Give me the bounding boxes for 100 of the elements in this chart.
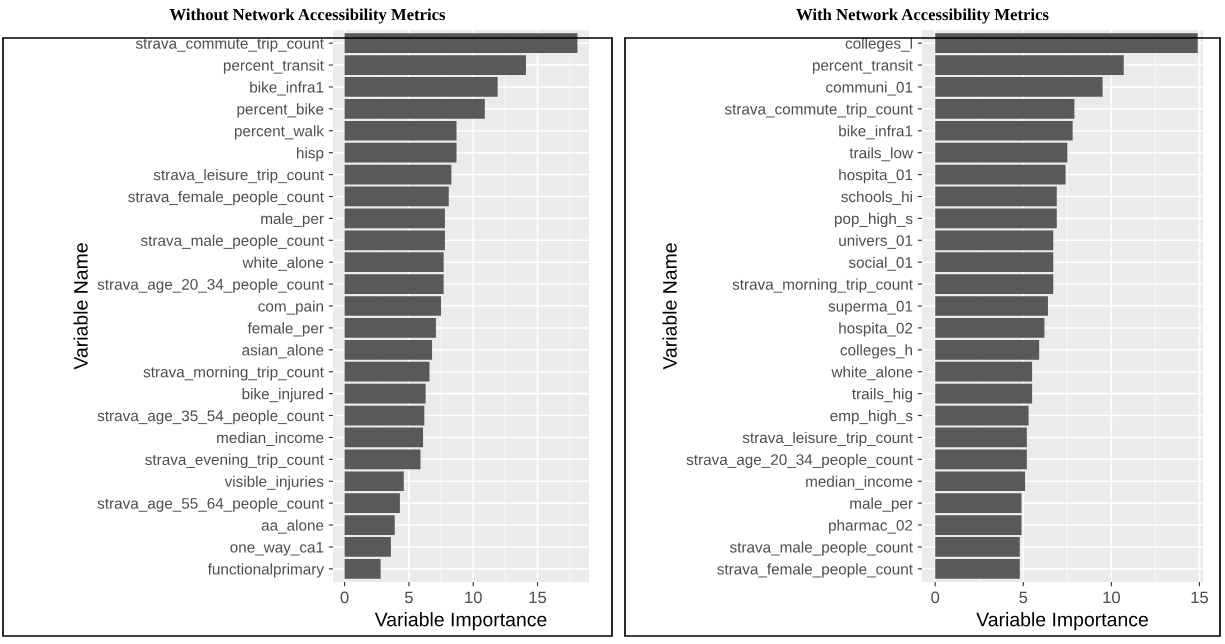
y-tick-label: median_income	[806, 475, 913, 490]
bar	[935, 208, 1057, 229]
y-tick-label: strava_age_55_64_people_count	[97, 497, 324, 512]
y-tick-label: bike_injured	[242, 388, 323, 403]
y-tick-label: female_per	[247, 322, 324, 337]
y-tick-label: strava_age_20_34_people_count	[686, 453, 913, 469]
bar	[935, 142, 1068, 163]
y-tick-label: trails_low	[849, 147, 914, 162]
chart-title: With Network Accessibility Metrics	[796, 8, 1049, 24]
x-tick-label: 15	[1191, 591, 1209, 604]
bar	[935, 120, 1073, 141]
bar	[344, 559, 381, 579]
x-axis-title: Variable Importance	[976, 612, 1148, 631]
bar	[344, 33, 578, 53]
y-tick-label: percent_transit	[223, 59, 324, 74]
y-tick-label: visible_injuries	[224, 475, 324, 490]
bar	[344, 537, 391, 557]
bar	[935, 164, 1066, 185]
y-tick-label: colleges_h	[840, 344, 912, 359]
bar	[344, 55, 526, 75]
bar	[344, 274, 444, 294]
bar	[935, 55, 1124, 75]
bar	[935, 296, 1048, 316]
y-tick-label: percent_bike	[237, 103, 324, 118]
y-tick-label: strava_age_20_34_people_count	[97, 278, 324, 293]
bar	[344, 164, 452, 185]
y-tick-label: com_pain	[258, 300, 323, 315]
bar	[935, 405, 1029, 426]
bar	[935, 383, 1033, 404]
y-tick-label: strava_commute_trip_count	[724, 103, 913, 118]
y-tick-label: strava_age_35_54_people_count	[97, 409, 324, 425]
y-tick-label: male_per	[261, 212, 324, 228]
y-tick-label: aa_alone	[261, 519, 324, 534]
y-tick-label: strava_female_people_count	[717, 563, 913, 578]
x-tick-label: 5	[404, 591, 413, 604]
bar	[344, 405, 425, 426]
y-tick-label: trails_hig	[852, 388, 912, 403]
y-axis-title: Variable Name	[662, 243, 677, 370]
bar	[935, 186, 1057, 207]
bar	[344, 77, 498, 97]
x-tick-label: 0	[340, 591, 349, 604]
y-tick-label: strava_leisure_trip_count	[742, 431, 913, 447]
y-tick-label: hisp	[297, 147, 324, 162]
bar	[935, 230, 1054, 251]
bar	[935, 33, 1198, 53]
y-tick-label: median_income	[217, 431, 324, 446]
bar	[344, 120, 457, 141]
bar	[935, 427, 1027, 448]
bar	[344, 252, 444, 273]
bar	[344, 230, 445, 251]
bar	[344, 208, 445, 229]
y-tick-label: strava_female_people_count	[128, 190, 324, 206]
x-tick-label: 0	[931, 591, 940, 604]
y-tick-label: colleges_l	[845, 37, 912, 52]
y-tick-label: bike_infra1	[839, 125, 913, 140]
bar	[344, 515, 395, 535]
bar	[344, 339, 433, 360]
y-tick-label: pop_high_s	[834, 212, 913, 228]
y-tick-label: hospita_02	[839, 322, 913, 337]
bar	[344, 383, 426, 404]
y-tick-label: social_01	[848, 256, 913, 271]
bar	[935, 471, 1026, 492]
bar	[935, 361, 1033, 382]
bar	[935, 339, 1040, 360]
y-tick-label: percent_transit	[812, 59, 913, 74]
bar	[935, 559, 1020, 579]
y-tick-label: hospita_01	[839, 169, 913, 184]
bar	[344, 296, 442, 316]
y-tick-label: strava_leisure_trip_count	[153, 169, 324, 184]
y-tick-label: univers_01	[839, 234, 913, 249]
x-axis-title: Variable Importance	[374, 612, 547, 631]
y-tick-label: functionalprimary	[207, 563, 324, 578]
y-tick-label: one_way_ca1	[230, 541, 324, 556]
y-tick-label: male_per	[850, 497, 913, 512]
y-tick-label: communi_01	[826, 81, 913, 96]
bar	[935, 449, 1027, 470]
bar	[935, 318, 1045, 338]
bar	[344, 186, 449, 207]
x-tick-label: 5	[1019, 591, 1028, 604]
x-tick-label: 10	[465, 591, 482, 604]
y-tick-label: pharmac_02	[829, 519, 913, 534]
y-axis-title: Variable Name	[73, 243, 88, 370]
y-tick-label: strava_male_people_count	[729, 541, 913, 556]
bar	[935, 515, 1022, 535]
bar	[344, 471, 404, 492]
y-tick-label: strava_evening_trip_count	[145, 453, 324, 469]
bar	[344, 493, 400, 513]
bar	[344, 449, 421, 470]
bar	[935, 99, 1075, 119]
y-tick-label: strava_morning_trip_count	[732, 278, 913, 293]
y-tick-label: white_alone	[242, 256, 324, 271]
y-tick-label: strava_morning_trip_count	[143, 366, 324, 381]
bar	[935, 493, 1022, 513]
y-tick-label: bike_infra1	[250, 81, 324, 96]
y-tick-label: asian_alone	[242, 344, 324, 359]
bar	[935, 252, 1054, 273]
bar	[344, 427, 424, 448]
bar	[344, 142, 457, 163]
bar	[935, 274, 1054, 294]
bar	[935, 537, 1020, 557]
